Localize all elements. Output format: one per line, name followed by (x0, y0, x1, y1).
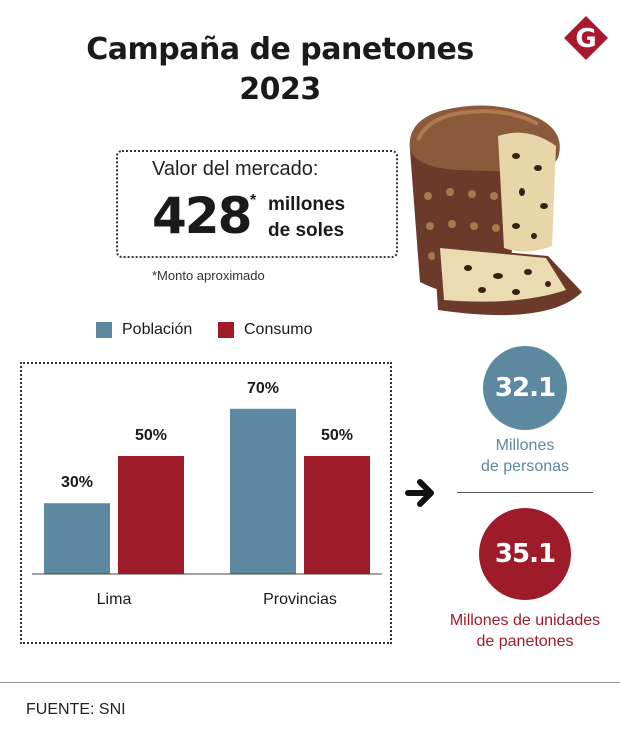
page-title: Campaña de panetones 2023 (60, 30, 500, 110)
arrow-right-icon (405, 479, 434, 507)
footer-divider (0, 682, 620, 683)
title-line-1: Campaña de panetones (86, 32, 474, 67)
data-label-lima-consumo: 50% (135, 427, 167, 444)
units-label: Millones de unidades de panetones (430, 610, 620, 652)
market-unit: millones de soles (268, 192, 345, 244)
logo-letter: G (575, 24, 596, 54)
legend-poblacion: Población (96, 320, 192, 340)
bar-provincias-poblacion (230, 408, 296, 574)
category-label-lima: Lima (97, 591, 132, 608)
market-label: Valor del mercado: (152, 158, 319, 180)
stats-divider (457, 492, 593, 493)
legend-swatch-poblacion (96, 322, 112, 338)
people-value: 32.1 (494, 373, 556, 403)
market-footnote: *Monto aproximado (152, 268, 265, 283)
title-line-2: 2023 (239, 72, 321, 107)
market-value: 428 (152, 187, 252, 245)
market-asterisk: * (250, 192, 257, 209)
market-unit-line-1: millones (268, 194, 346, 215)
source-text: FUENTE: SNI (26, 701, 126, 718)
people-label: Millones de personas (455, 435, 595, 477)
legend-label-poblacion: Población (122, 321, 193, 338)
bar-provincias-consumo (304, 456, 370, 574)
bar-chart: 30% 50% Lima 70% 50% Provincias (32, 380, 382, 608)
paneton-illustration (409, 105, 582, 316)
units-label-line-2: de panetones (476, 633, 574, 650)
people-circle: 32.1 (483, 346, 567, 430)
units-circle: 35.1 (479, 508, 571, 600)
legend-consumo: Consumo (218, 320, 312, 340)
market-box (116, 150, 398, 258)
units-value: 35.1 (494, 539, 556, 569)
data-label-lima-poblacion: 30% (61, 474, 93, 491)
units-label-line-1: Millones de unidades (449, 612, 601, 629)
data-label-provincias-consumo: 50% (321, 427, 353, 444)
legend-label-consumo: Consumo (244, 321, 313, 338)
market-unit-line-2: de soles (268, 220, 345, 241)
category-label-provincias: Provincias (263, 591, 337, 608)
people-label-line-1: Millones (495, 437, 555, 454)
data-label-provincias-poblacion: 70% (247, 380, 279, 397)
legend-swatch-consumo (218, 322, 234, 338)
chart-frame (20, 362, 392, 644)
brand-logo: G (564, 16, 608, 60)
bar-lima-consumo (118, 456, 184, 574)
bar-lima-poblacion (44, 503, 110, 574)
people-label-line-2: de personas (480, 458, 570, 475)
